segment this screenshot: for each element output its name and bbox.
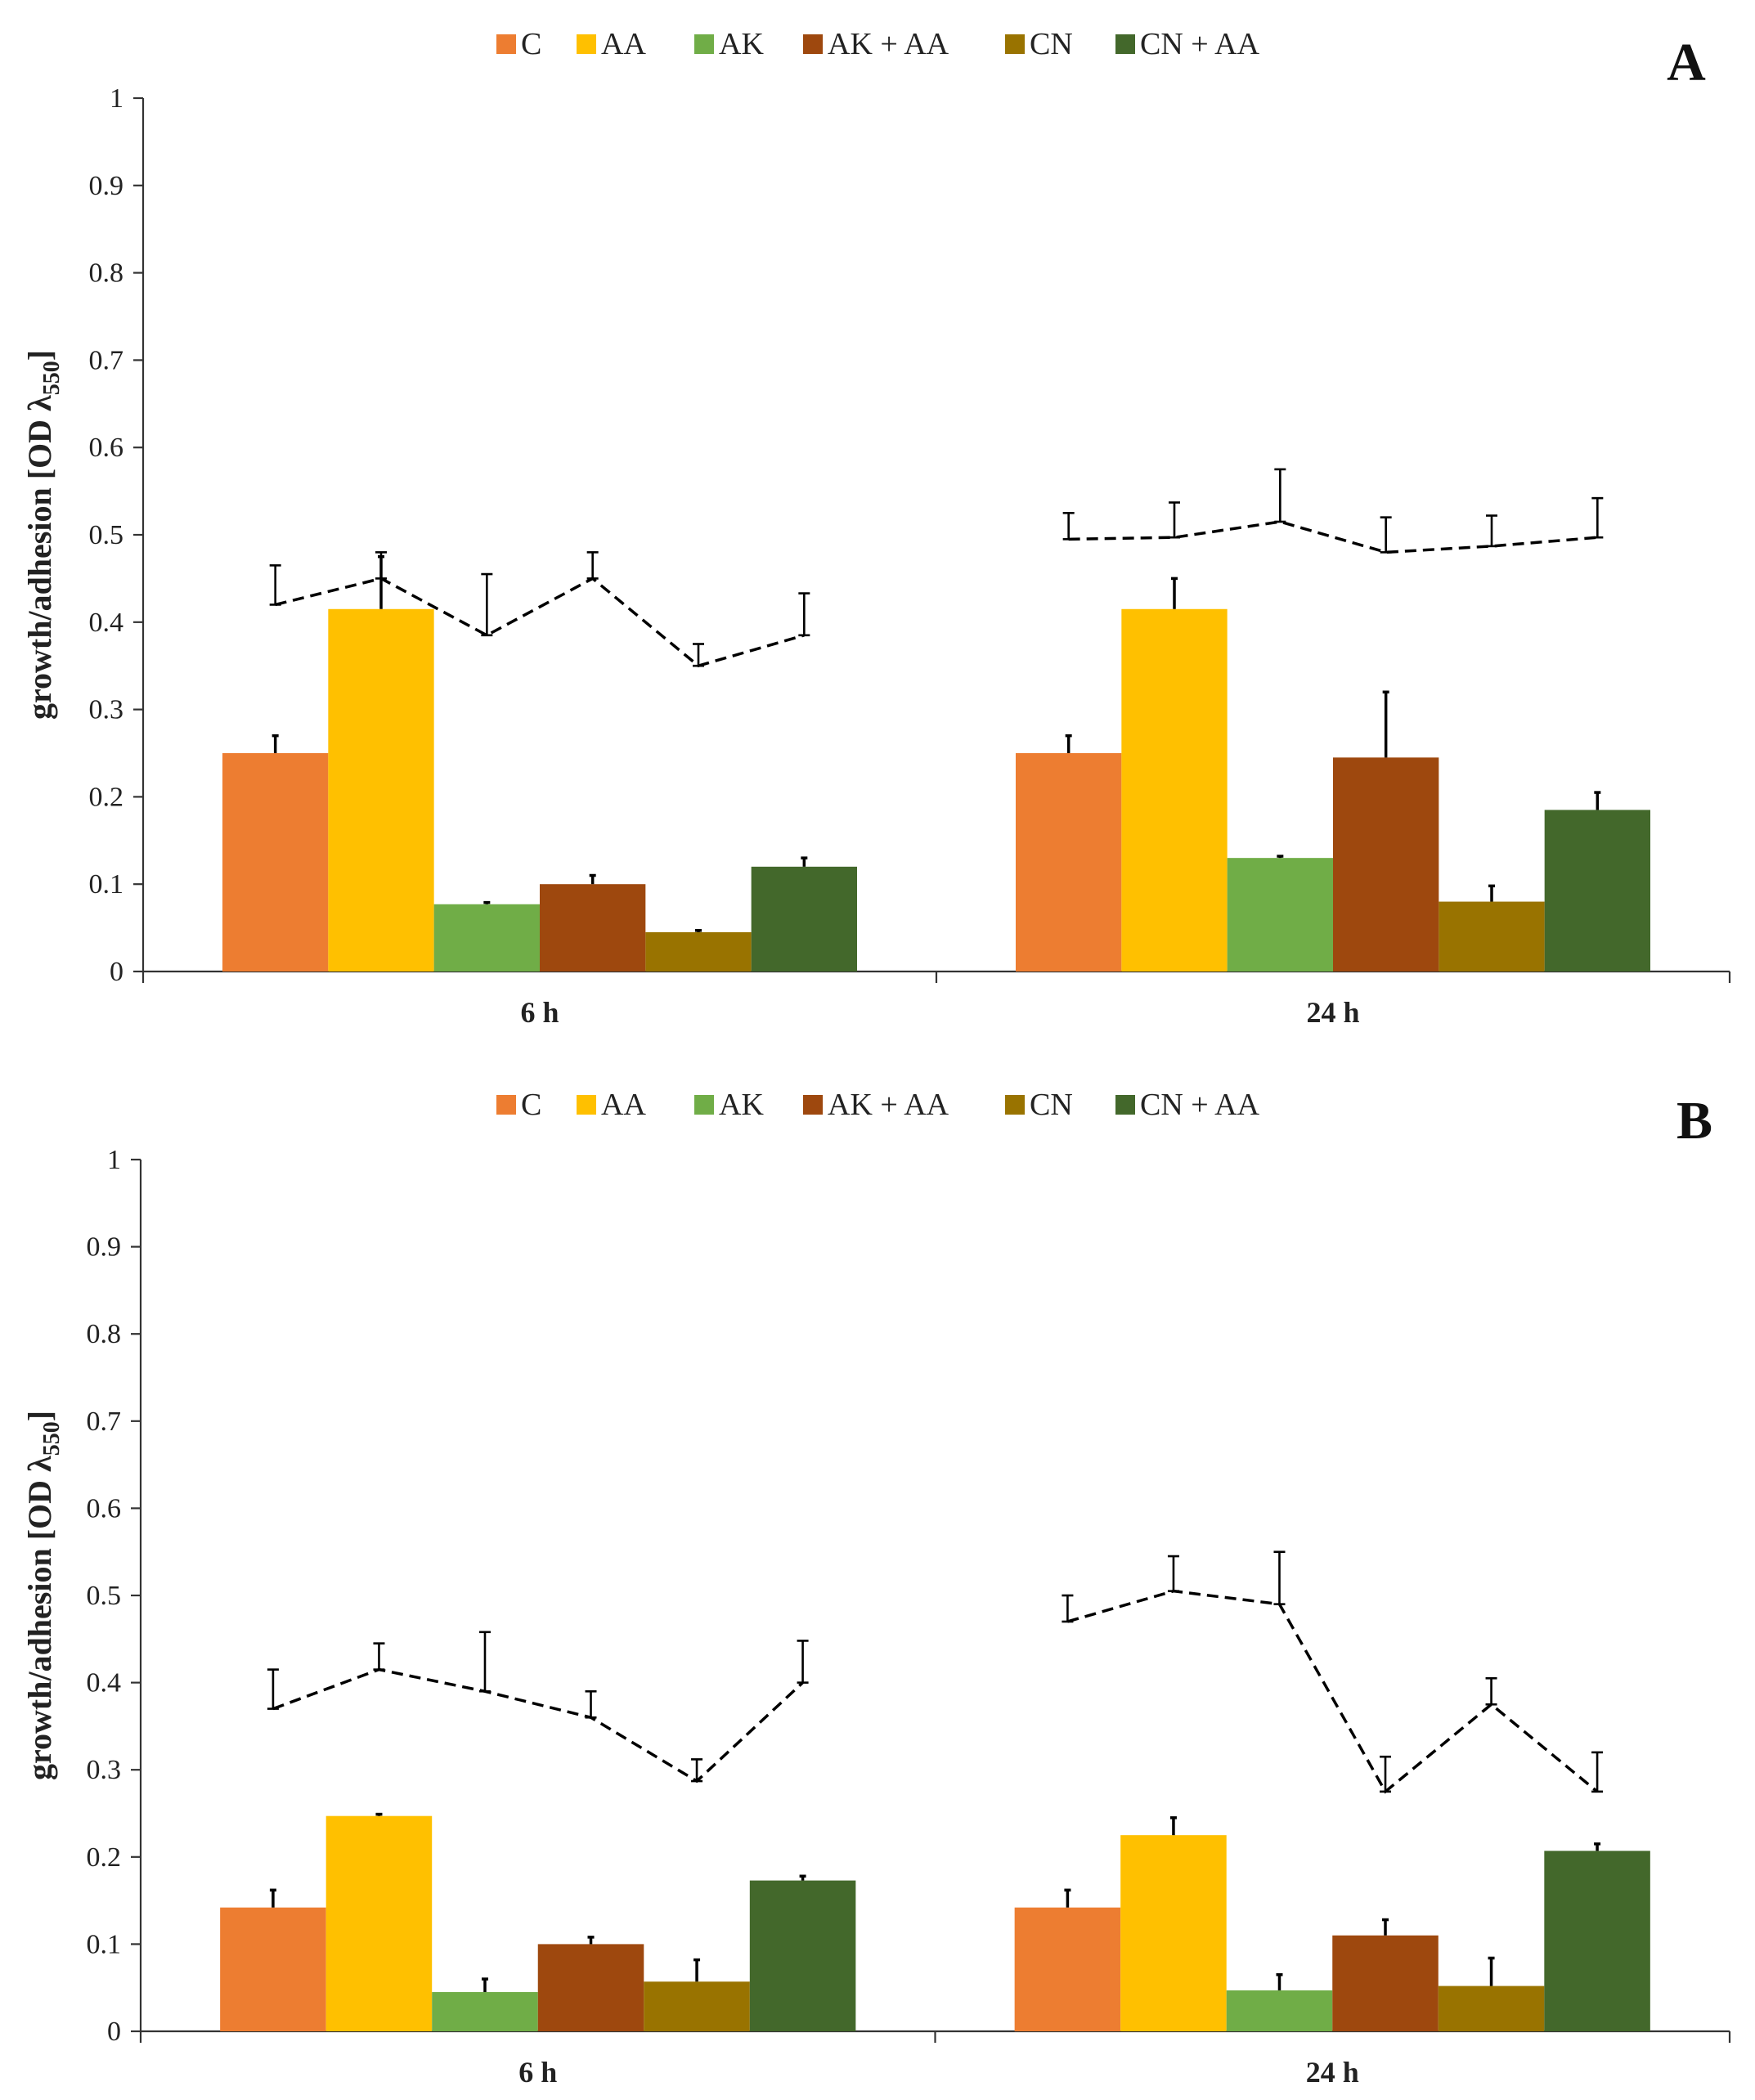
bar-ak-plus-aa-6-h xyxy=(540,884,646,971)
dashed-line-24-h xyxy=(1068,520,1598,554)
y-tick-label: 0.3 xyxy=(89,695,124,725)
bar-ak-plus-aa-6-h xyxy=(537,1944,644,2031)
bar-ak-6-h xyxy=(432,1992,538,2031)
y-tick-label: 0.1 xyxy=(87,1929,122,1959)
legend-label-ak-plus-aa: AK + AA xyxy=(828,1088,949,1122)
y-tick-label: 0.8 xyxy=(89,258,124,289)
y-tick-label: 0 xyxy=(110,957,123,987)
legend: C AA AK AK + AA CN CN + AA xyxy=(496,1088,1260,1122)
y-tick-label: 0.2 xyxy=(89,782,124,812)
legend-label-ak: AK xyxy=(719,27,764,61)
panel-letter: A xyxy=(1667,33,1706,92)
bar-aa-24-h xyxy=(1120,1835,1227,2031)
bar-ak-24-h xyxy=(1227,858,1333,971)
bar-ak-plus-aa-24-h xyxy=(1332,1935,1439,2031)
bar-c-6-h xyxy=(220,1907,326,2031)
y-tick-label: 0.9 xyxy=(87,1232,122,1263)
y-tick-label: 0.4 xyxy=(89,608,124,638)
panel-letter: B xyxy=(1676,1091,1712,1151)
y-tick-label: 0.1 xyxy=(89,869,124,900)
legend-swatch-aa xyxy=(577,1095,596,1115)
y-axis-title-end: ] xyxy=(21,1411,58,1421)
x-category-label: 24 h xyxy=(1306,2056,1359,2089)
legend-label-aa: AA xyxy=(601,27,646,61)
bar-ak-6-h xyxy=(433,904,540,971)
x-category-label: 24 h xyxy=(1306,996,1359,1029)
bar-cn-plus-aa-6-h xyxy=(749,1880,856,2031)
legend-swatch-cn-plus-aa xyxy=(1115,34,1135,54)
y-tick-label: 0.7 xyxy=(89,345,124,375)
x-category-label: 6 h xyxy=(518,2056,557,2089)
legend: C AA AK AK + AA CN CN + AA xyxy=(496,27,1260,61)
legend-swatch-ak-plus-aa xyxy=(803,1095,823,1115)
bar-cn-6-h xyxy=(644,1981,750,2031)
bar-cn-plus-aa-24-h xyxy=(1544,810,1650,971)
bar-aa-6-h xyxy=(325,1815,433,2031)
bar-c-24-h xyxy=(1016,753,1122,971)
y-tick-label: 0.3 xyxy=(87,1755,122,1785)
y-tick-label: 0.8 xyxy=(87,1319,122,1349)
bar-cn-24-h xyxy=(1439,901,1545,971)
legend-label-c: C xyxy=(521,27,541,61)
bar-c-6-h xyxy=(222,753,329,971)
legend-label-cn-plus-aa: CN + AA xyxy=(1140,1088,1260,1122)
bar-aa-24-h xyxy=(1121,608,1228,971)
legend-label-cn: CN xyxy=(1030,1088,1073,1122)
legend-swatch-cn xyxy=(1005,34,1025,54)
legend-label-ak-plus-aa: AK + AA xyxy=(828,27,949,61)
y-tick-label: 0.7 xyxy=(87,1407,122,1437)
bar-ak-24-h xyxy=(1226,1990,1333,2031)
legend-swatch-c xyxy=(496,1095,516,1115)
panel-b: C AA AK AK + AA CN CN + AA B 0 0.1 0.2 0.3 0.4 0.5 0.… xyxy=(21,1088,1731,2089)
y-axis-title: growth/adhesion [OD λ550] xyxy=(21,1411,65,1780)
legend-swatch-aa xyxy=(577,34,596,54)
x-category-label: 6 h xyxy=(520,996,559,1029)
bar-cn-24-h xyxy=(1438,1986,1545,2031)
dashed-line-6-h xyxy=(272,1667,804,1784)
legend-label-cn-plus-aa: CN + AA xyxy=(1140,27,1260,61)
y-tick-label: 0.6 xyxy=(87,1493,122,1523)
dashed-line-6-h xyxy=(275,577,805,668)
y-tick-label: 0 xyxy=(107,2017,121,2047)
legend-label-cn: CN xyxy=(1030,27,1073,61)
bar-cn-plus-aa-6-h xyxy=(751,866,857,971)
legend-swatch-c xyxy=(496,34,516,54)
y-axis-title-main: growth/adhesion [OD λ xyxy=(21,395,58,720)
y-tick-label: 0.4 xyxy=(87,1668,122,1698)
y-tick-label: 1 xyxy=(107,1145,121,1175)
legend-swatch-ak-plus-aa xyxy=(803,34,823,54)
y-axis-title-main: growth/adhesion [OD λ xyxy=(21,1456,58,1780)
bar-ak-plus-aa-24-h xyxy=(1333,757,1439,971)
y-tick-label: 0.6 xyxy=(89,433,124,463)
y-tick-label: 0.9 xyxy=(89,171,124,201)
dashed-line-24-h xyxy=(1066,1589,1599,1794)
legend-label-ak: AK xyxy=(719,1088,764,1122)
y-tick-label: 0.5 xyxy=(89,520,124,550)
legend-swatch-cn xyxy=(1005,1095,1025,1115)
y-tick-label: 0.2 xyxy=(87,1842,122,1873)
bar-cn-plus-aa-24-h xyxy=(1544,1851,1650,2031)
bar-aa-6-h xyxy=(328,608,434,971)
legend-swatch-ak xyxy=(694,34,714,54)
y-axis-title-subscript: 550 xyxy=(39,361,65,395)
y-axis-title: growth/adhesion [OD λ550] xyxy=(21,350,65,720)
bar-cn-6-h xyxy=(645,931,752,971)
legend-label-aa: AA xyxy=(601,1088,646,1122)
panel-a: C AA AK AK + AA CN CN + AA A 0 0.1 0.2 0.3 0.4 0.5 0.… xyxy=(21,27,1731,1029)
y-axis-title-end: ] xyxy=(21,350,58,361)
legend-swatch-ak xyxy=(694,1095,714,1115)
y-tick-label: 1 xyxy=(110,83,123,114)
legend-swatch-cn-plus-aa xyxy=(1115,1095,1135,1115)
y-axis-title-subscript: 550 xyxy=(39,1421,65,1456)
bar-c-24-h xyxy=(1014,1907,1121,2031)
legend-label-c: C xyxy=(521,1088,541,1122)
y-tick-label: 0.5 xyxy=(87,1581,122,1611)
